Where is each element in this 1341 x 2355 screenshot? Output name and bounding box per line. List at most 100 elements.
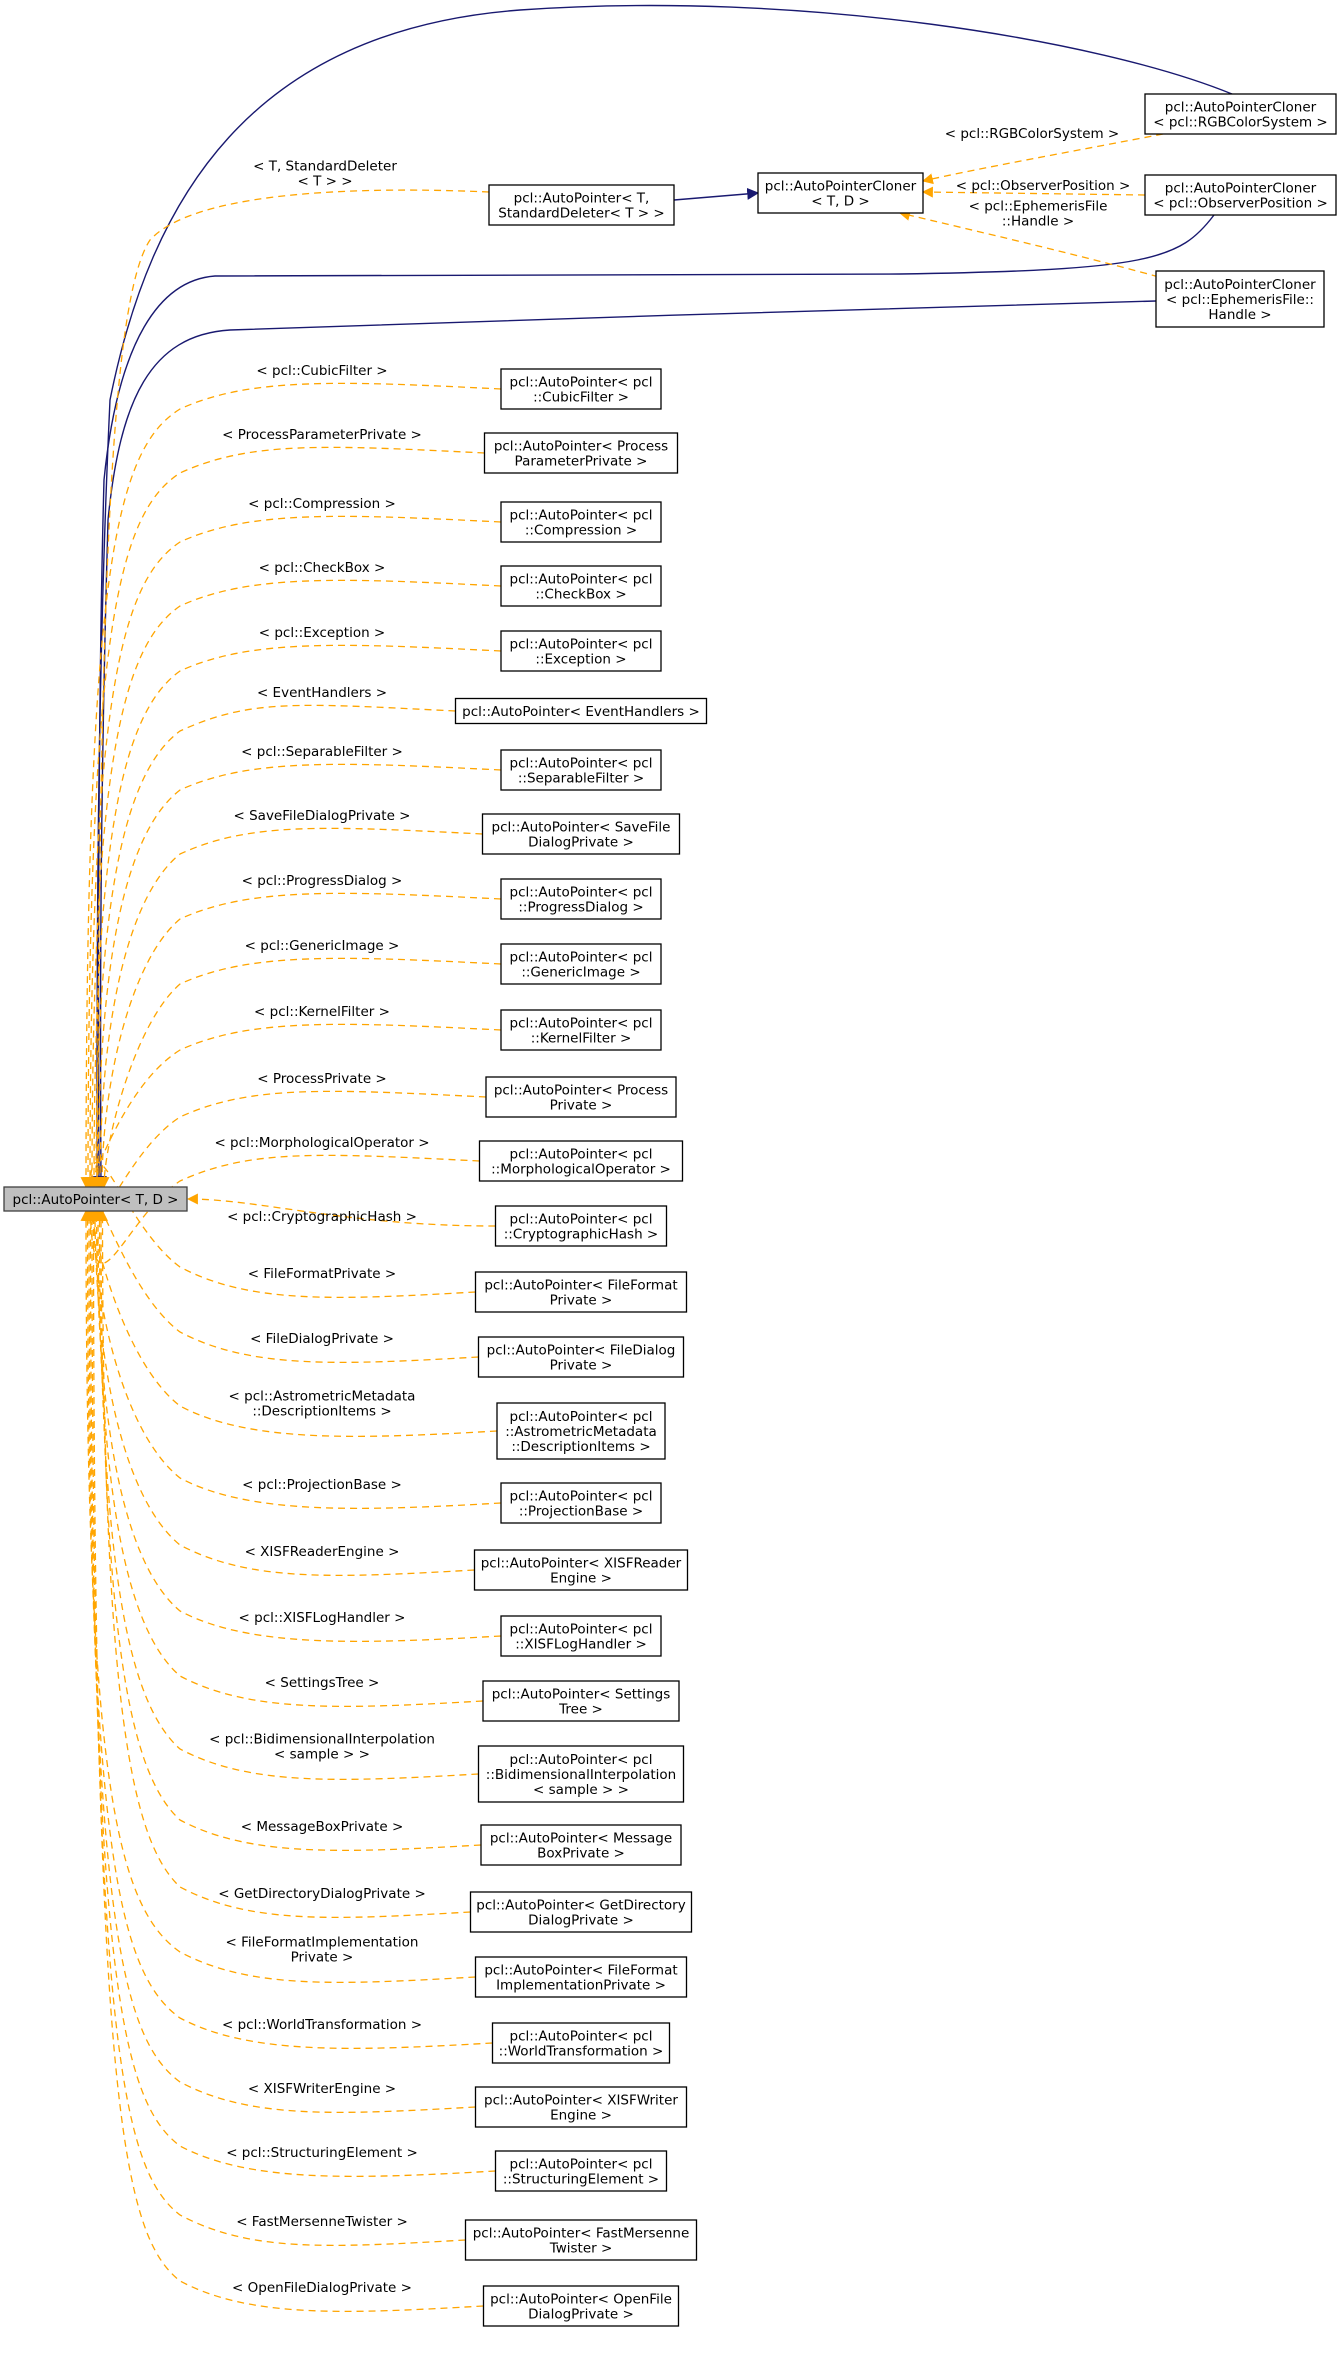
node-openfiledialogprivate[interactable]: pcl::AutoPointer< OpenFileDialogPrivate … [482,2285,680,2327]
node-processprivate[interactable]: pcl::AutoPointer< ProcessPrivate > [485,1076,677,1118]
node-pcl-genericimage[interactable]: pcl::AutoPointer< pcl::GenericImage > [500,943,662,985]
node-fileformatimplementation-private-label-line: pcl::AutoPointer< FileFormat [484,1963,677,1979]
node-processparameterprivate-box[interactable] [483,432,679,474]
node-pcl-xisfloghandler-label-line: pcl::AutoPointer< pcl [510,1622,653,1638]
node-eventhandlers[interactable]: pcl::AutoPointer< EventHandlers > [454,697,708,725]
node-getdirectorydialogprivate-box[interactable] [469,1891,693,1933]
node-pcl-bidimensionalinterpolation-sample[interactable]: pcl::AutoPointer< pcl::BidimensionalInte… [477,1745,685,1803]
node-fastmersennetwister-label-line: Twister > [549,2241,613,2257]
node-cloner-pcl-ephemerisfile-handle[interactable]: pcl::AutoPointerCloner< pcl::EphemerisFi… [1155,270,1325,328]
node-pcl-cryptographichash-box[interactable] [494,1205,668,1247]
node-messageboxprivate-box[interactable] [480,1824,682,1866]
node-savefiledialogprivate-label-line: pcl::AutoPointer< SaveFile [492,820,671,836]
node-fastmersennetwister-box[interactable] [464,2219,698,2261]
node-pcl-worldtransformation-box[interactable] [491,2022,671,2064]
node-pcl-astrometricmetadata-descriptionitems[interactable]: pcl::AutoPointer< pcl::AstrometricMetada… [496,1402,666,1460]
node-pcl-astrometricmetadata-descriptionitems-label-line: ::DescriptionItems > [511,1439,650,1455]
node-settingstree-box[interactable] [482,1680,680,1722]
node-pcl-morphologicaloperator-box[interactable] [478,1140,684,1182]
node-pcl-astrometricmetadata-descriptionitems-box[interactable] [496,1402,666,1460]
node-pcl-kernelfilter-label-line: pcl::AutoPointer< pcl [510,1016,653,1032]
node-getdirectorydialogprivate[interactable]: pcl::AutoPointer< GetDirectoryDialogPriv… [469,1891,693,1933]
node-pcl-progressdialog-box[interactable] [500,878,662,920]
node-autopointer-cloner-base-label-line: < T, D > [811,194,869,210]
template-edge-pcl-projectionbase [88,1209,502,1510]
node-processparameterprivate[interactable]: pcl::AutoPointer< ProcessParameterPrivat… [483,432,679,474]
node-pcl-astrometricmetadata-descriptionitems-label-line: pcl::AutoPointer< pcl [510,1409,653,1425]
node-cloner-pcl-observerposition[interactable]: pcl::AutoPointerCloner< pcl::ObserverPos… [1144,174,1337,216]
node-pcl-checkbox-box[interactable] [500,565,662,607]
node-pcl-structuringelement-label-line: pcl::AutoPointer< pcl [510,2157,653,2173]
template-edge-pcl-genericimage [98,957,502,1189]
node-savefiledialogprivate[interactable]: pcl::AutoPointer< SaveFileDialogPrivate … [481,813,681,855]
node-autopointer-standard-deleter-box[interactable] [488,184,675,226]
root-class-autopointer[interactable]: pcl::AutoPointer< T, D > [3,1186,188,1212]
node-xisfwriterengine[interactable]: pcl::AutoPointer< XISFWriterEngine > [474,2086,688,2128]
node-pcl-structuringelement[interactable]: pcl::AutoPointer< pcl::StructuringElemen… [494,2150,668,2192]
node-messageboxprivate[interactable]: pcl::AutoPointer< MessageBoxPrivate > [480,1824,682,1866]
node-xisfreaderengine[interactable]: pcl::AutoPointer< XISFReaderEngine > [473,1549,689,1591]
node-xisfwriterengine-box[interactable] [474,2086,688,2128]
node-openfiledialogprivate-box[interactable] [482,2285,680,2327]
node-pcl-xisfloghandler-box[interactable] [500,1615,662,1657]
node-pcl-separablefilter-box[interactable] [500,749,662,791]
edge-label-pcl-worldtransformation: < pcl::WorldTransformation > [222,2017,422,2033]
node-cloner-pcl-rgbcolorsystem[interactable]: pcl::AutoPointerCloner< pcl::RGBColorSys… [1144,93,1337,135]
node-openfiledialogprivate-label-line: pcl::AutoPointer< OpenFile [490,2292,672,2308]
node-pcl-morphologicaloperator[interactable]: pcl::AutoPointer< pcl::MorphologicalOper… [478,1140,684,1182]
node-pcl-progressdialog-label-line: pcl::AutoPointer< pcl [510,885,653,901]
node-eventhandlers-box[interactable] [454,697,708,725]
node-pcl-cryptographichash-label-line: ::CryptographicHash > [504,1227,659,1243]
node-pcl-separablefilter[interactable]: pcl::AutoPointer< pcl::SeparableFilter > [500,749,662,791]
node-autopointer-standard-deleter[interactable]: pcl::AutoPointer< T,StandardDeleter< T >… [488,184,675,226]
node-autopointer-cloner-base-box[interactable] [757,172,924,214]
node-pcl-exception-box[interactable] [500,630,662,672]
node-pcl-structuringelement-box[interactable] [494,2150,668,2192]
node-processprivate-box[interactable] [485,1076,677,1118]
node-pcl-progressdialog[interactable]: pcl::AutoPointer< pcl::ProgressDialog > [500,878,662,920]
node-pcl-exception[interactable]: pcl::AutoPointer< pcl::Exception > [500,630,662,672]
node-filedialogprivate-box[interactable] [477,1336,685,1378]
node-pcl-xisfloghandler[interactable]: pcl::AutoPointer< pcl::XISFLogHandler > [500,1615,662,1657]
node-pcl-kernelfilter[interactable]: pcl::AutoPointer< pcl::KernelFilter > [500,1009,662,1051]
node-pcl-cryptographichash-label-line: pcl::AutoPointer< pcl [510,1212,653,1228]
node-pcl-morphologicaloperator-label-line: ::MorphologicalOperator > [491,1162,671,1178]
node-pcl-compression-box[interactable] [500,501,662,543]
node-savefiledialogprivate-box[interactable] [481,813,681,855]
node-pcl-projectionbase-box[interactable] [500,1482,662,1524]
edge-label-eventhandlers: < EventHandlers > [257,685,387,701]
edge-label-fastmersennetwister: < FastMersenneTwister > [236,2214,408,2230]
node-fileformatprivate[interactable]: pcl::AutoPointer< FileFormatPrivate > [474,1271,688,1313]
node-settingstree[interactable]: pcl::AutoPointer< SettingsTree > [482,1680,680,1722]
node-cloner-pcl-observerposition-box[interactable] [1144,174,1337,216]
node-pcl-kernelfilter-box[interactable] [500,1009,662,1051]
edge-label-rgb-cloner: < pcl::RGBColorSystem > [945,126,1120,142]
node-fileformatprivate-box[interactable] [474,1271,688,1313]
template-edge-getdirectorydialogprivate [97,1209,471,1918]
node-pcl-cubicfilter[interactable]: pcl::AutoPointer< pcl::CubicFilter > [500,368,662,410]
node-pcl-bidimensionalinterpolation-sample-box[interactable] [477,1745,685,1803]
edge-label-pcl-bidimensionalinterpolation-sample: < pcl::BidimensionalInterpolation [209,1732,435,1748]
node-pcl-cubicfilter-box[interactable] [500,368,662,410]
node-xisfreaderengine-box[interactable] [473,1549,689,1591]
node-fastmersennetwister[interactable]: pcl::AutoPointer< FastMersenneTwister > [464,2219,698,2261]
root-class-autopointer-box[interactable] [3,1186,188,1212]
template-edge-observer-cloner [921,186,1146,198]
node-pcl-exception-label-line: ::Exception > [535,652,626,668]
node-pcl-projectionbase[interactable]: pcl::AutoPointer< pcl::ProjectionBase > [500,1482,662,1524]
node-pcl-bidimensionalinterpolation-sample-label-line: < sample > > [533,1782,629,1798]
node-cloner-pcl-ephemerisfile-handle-box[interactable] [1155,270,1325,328]
node-filedialogprivate[interactable]: pcl::AutoPointer< FileDialogPrivate > [477,1336,685,1378]
node-pcl-worldtransformation[interactable]: pcl::AutoPointer< pcl::WorldTransformati… [491,2022,671,2064]
node-fileformatimplementation-private-box[interactable] [474,1956,688,1998]
template-edge-fileformatimplementation-private [80,1209,476,1983]
node-autopointer-cloner-base[interactable]: pcl::AutoPointerCloner< T, D > [757,172,924,214]
node-pcl-genericimage-box[interactable] [500,943,662,985]
node-pcl-compression[interactable]: pcl::AutoPointer< pcl::Compression > [500,501,662,543]
node-pcl-checkbox[interactable]: pcl::AutoPointer< pcl::CheckBox > [500,565,662,607]
node-fileformatimplementation-private[interactable]: pcl::AutoPointer< FileFormatImplementati… [474,1956,688,1998]
node-pcl-astrometricmetadata-descriptionitems-label-line: ::AstrometricMetadata [505,1424,657,1440]
node-pcl-cryptographichash[interactable]: pcl::AutoPointer< pcl::CryptographicHash… [494,1205,668,1247]
template-edge-filedialogprivate [85,1197,479,1363]
node-cloner-pcl-rgbcolorsystem-box[interactable] [1144,93,1337,135]
